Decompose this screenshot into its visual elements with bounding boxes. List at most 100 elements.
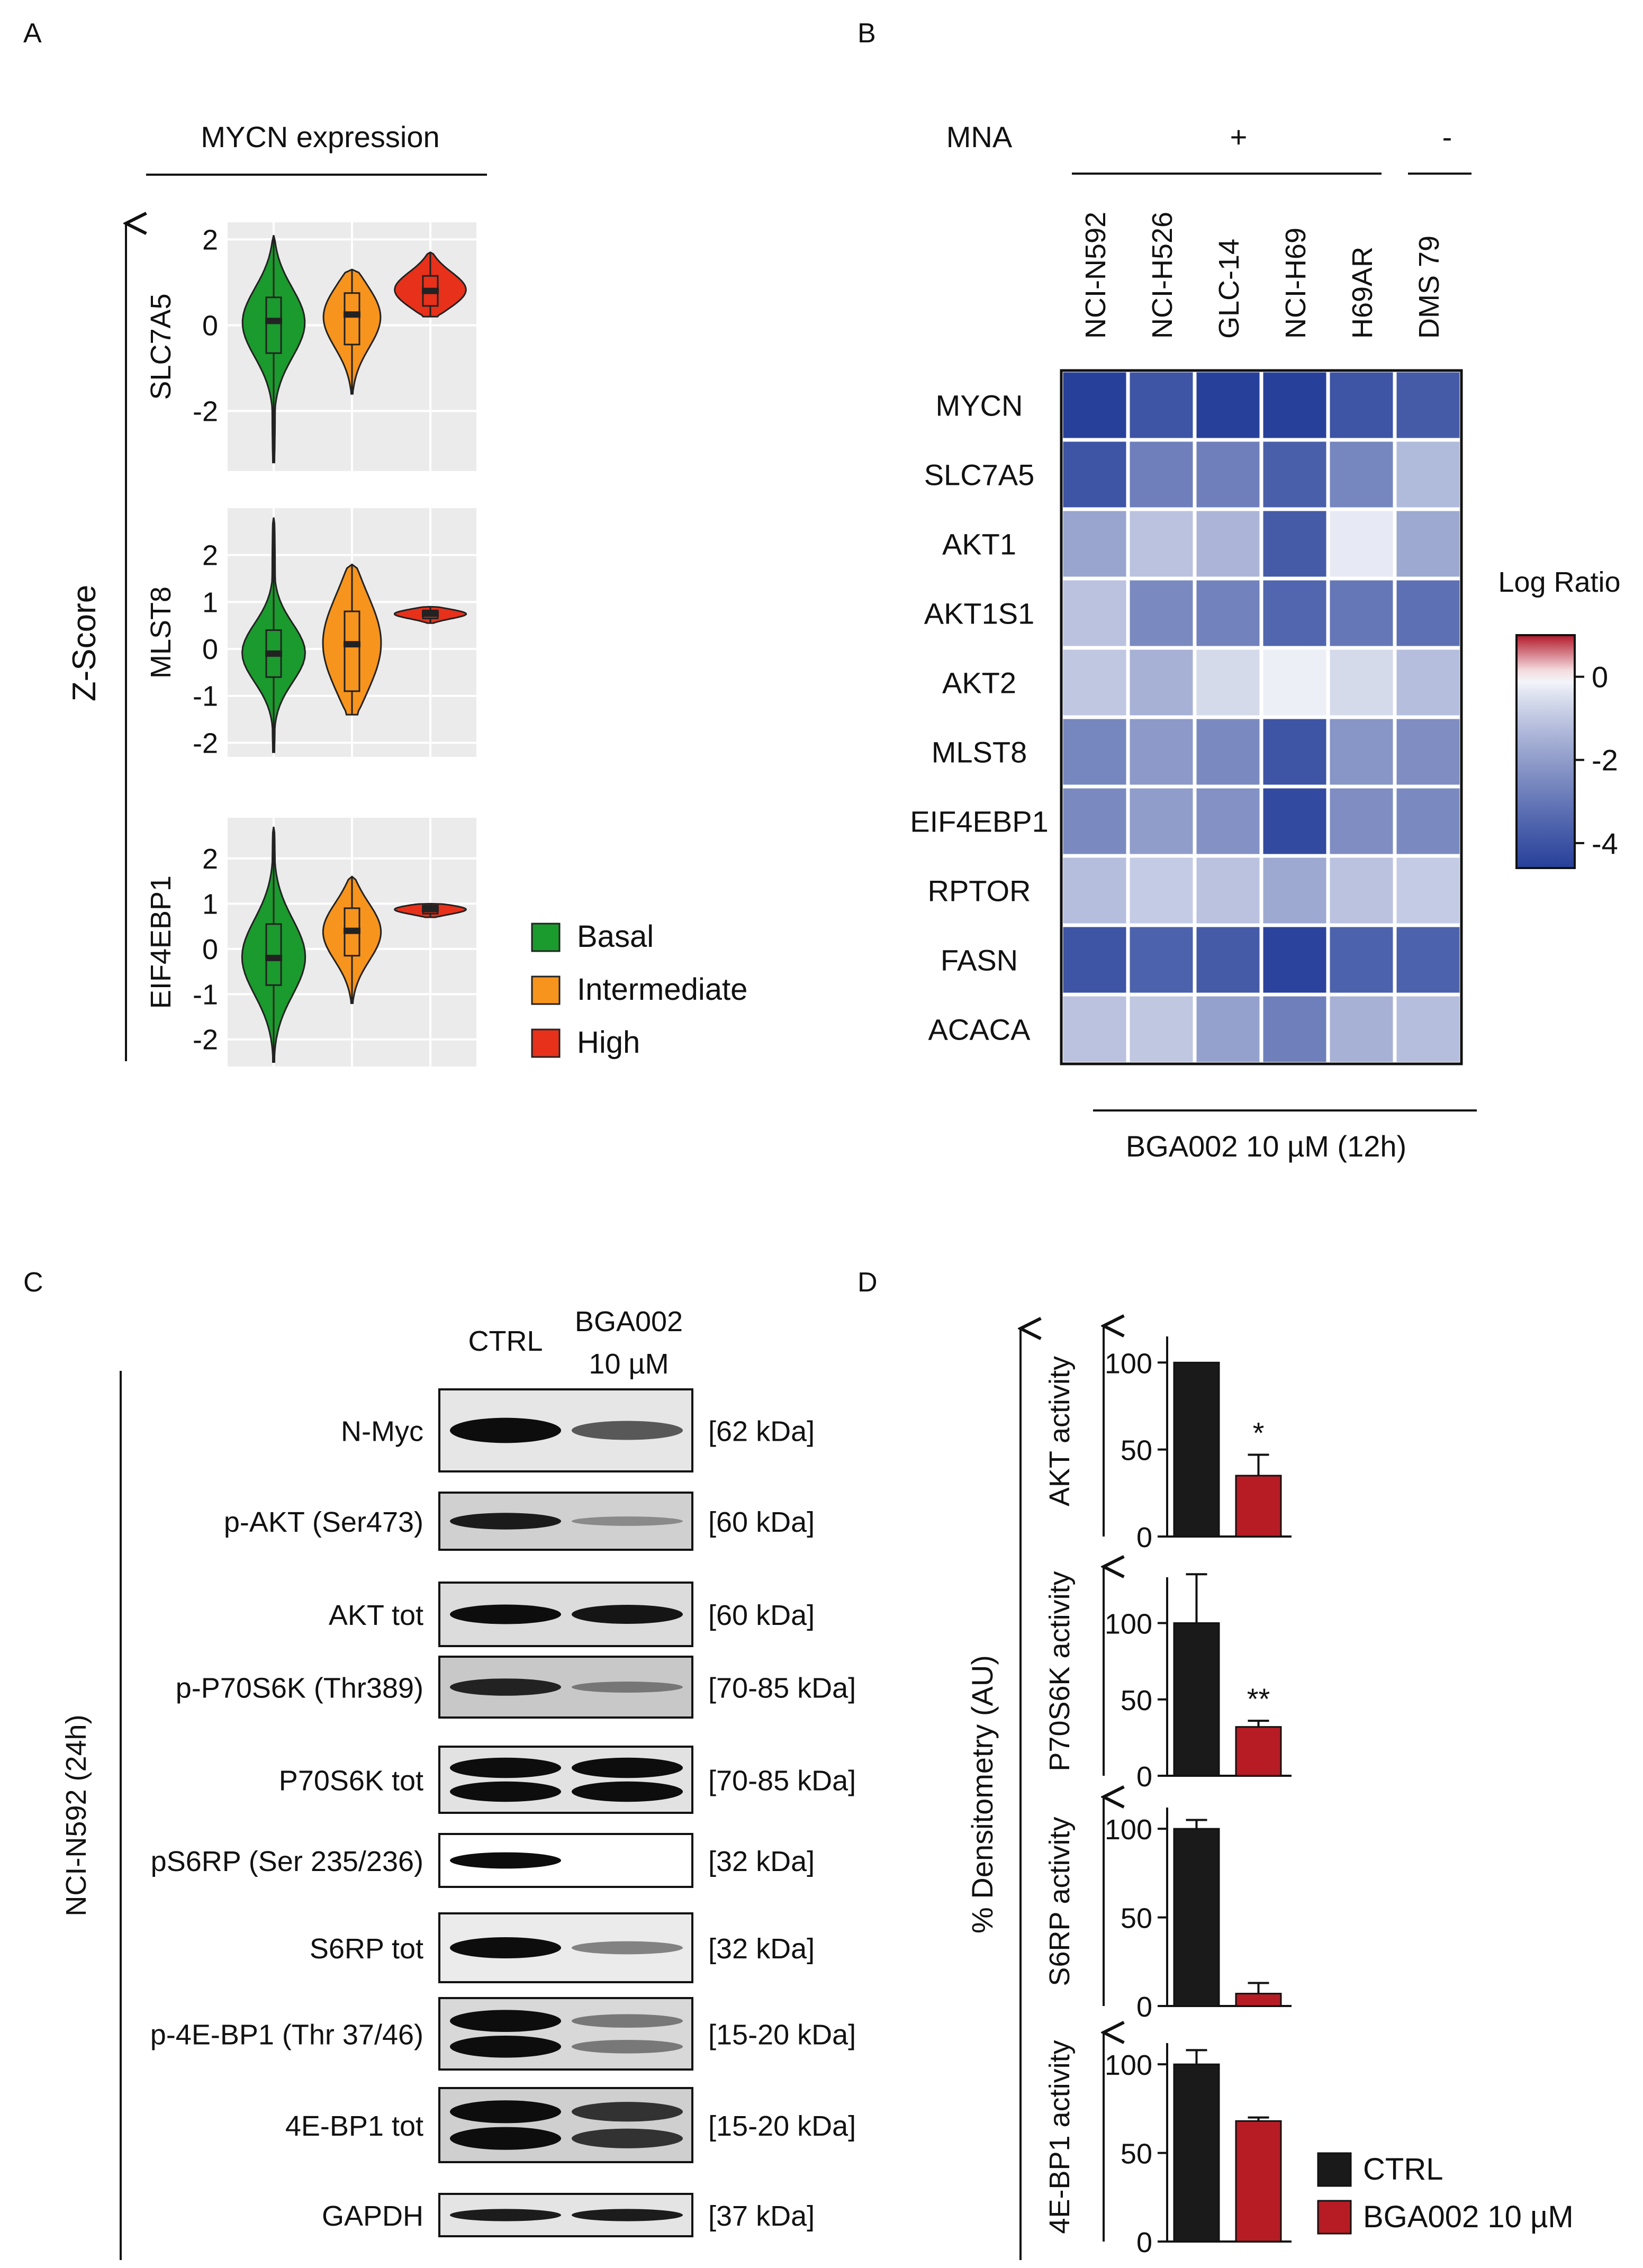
row-label-rptor: RPTOR <box>928 874 1031 908</box>
heatmap-cell-fasn-nci-h69 <box>1259 923 1330 997</box>
legend-swatch-intermediate <box>531 975 561 1005</box>
bar-bga002-10-m <box>1235 2120 1282 2243</box>
treated-band <box>572 1941 683 1955</box>
box-basal <box>265 923 282 986</box>
heatmap-cell-eif4ebp1-glc-14 <box>1193 784 1263 858</box>
western-blots: N-Myc [62 kDa]p-AKT (Ser473) [60 kDa]AKT t… <box>150 1388 856 2237</box>
blot-size-gapdh: [37 kDa] <box>708 2200 815 2232</box>
panel-d-letter: D <box>857 1267 878 1298</box>
legend-swatch-bga002-10-m <box>1317 2200 1352 2235</box>
row-label-mycn: MYCN <box>936 389 1023 422</box>
mna-minus-label: - <box>1442 120 1452 153</box>
blot-size-p-4e-bp1-thr-37-46: [15-20 kDa] <box>708 2019 856 2051</box>
heatmap-cell-rptor-nci-n592 <box>1059 854 1130 927</box>
median-basal <box>265 650 282 657</box>
densitometry-axis-title: % Densitometry (AU) <box>965 1655 999 1933</box>
bar-chart-4e-bp1-activity: 4E-BP1 activity 0 50 100 <box>1044 2032 1292 2258</box>
heatmap-cell-fasn-nci-h526 <box>1126 923 1197 997</box>
ctrl-band <box>450 1757 561 1778</box>
heatmap-cell-mlst8-nci-h69 <box>1259 715 1330 789</box>
bar-ctrl <box>1173 1361 1220 1538</box>
heatmap-cell-akt1-glc-14 <box>1193 507 1263 581</box>
y-tick-label: 0 <box>1136 2227 1152 2258</box>
y-tick-label: -1 <box>193 681 218 712</box>
median-high <box>422 610 439 617</box>
y-tick-label: -2 <box>193 1024 218 1056</box>
bar-bga002-10-m <box>1235 1726 1282 1777</box>
treated-band <box>572 1682 683 1693</box>
z-score-axis-title: Z-Score <box>66 585 103 701</box>
bar-bga002-10-m <box>1235 1475 1282 1538</box>
treated-band <box>572 1605 683 1624</box>
heatmap-cell-rptor-nci-h526 <box>1126 854 1197 927</box>
row-label-fasn: FASN <box>941 944 1018 977</box>
heatmap-cell-mycn-dms-79 <box>1393 368 1464 442</box>
column-label-h69ar: H69AR <box>1347 247 1378 339</box>
mna-plus-label: + <box>1230 120 1248 153</box>
panel-c-letter: C <box>23 1267 43 1298</box>
heatmap-cell-fasn-h69ar <box>1326 923 1397 997</box>
y-tick-label: 100 <box>1105 2049 1152 2081</box>
activity-bar-charts: AKT activity 0 50 100 * P70S6K activity 0 50 100… <box>1044 1326 1292 2258</box>
blot-label-n-myc: N-Myc <box>341 1416 423 1448</box>
heatmap-cell-eif4ebp1-nci-h69 <box>1259 784 1330 858</box>
heatmap-cell-rptor-dms-79 <box>1393 854 1464 927</box>
chart-y-label: S6RP activity <box>1044 1817 1076 1986</box>
blot-size-akt-tot: [60 kDa] <box>708 1600 815 1631</box>
heatmap-cell-akt1-dms-79 <box>1393 507 1464 581</box>
legend-swatch-basal <box>531 923 561 952</box>
colorbar-tick-label: -2 <box>1592 744 1618 777</box>
treatment-column-label-line2: 10 µM <box>589 1348 669 1380</box>
heatmap-cell-mycn-nci-h69 <box>1259 368 1330 442</box>
panel-b: B MNA + - MYCN SLC7A5 AKT1 AKT1S1 AKT2 MLST8 E… <box>857 18 1621 1163</box>
y-tick-label: 0 <box>1136 1522 1152 1553</box>
treated-band <box>572 1757 683 1778</box>
blot-ps6rp-ser-235-236: pS6RP (Ser 235/236) [32 kDa] <box>151 1833 815 1888</box>
y-tick-label: 100 <box>1105 1814 1152 1846</box>
treated-band <box>572 2014 683 2028</box>
violin-plots: 2 0 -2 SLC7A5 2 1 0 -1 -2 MLST8 2 1 0 -1 -2 EIF4EBP1 <box>145 222 476 1067</box>
blot-size-ps6rp-ser-235-236: [32 kDa] <box>708 1846 815 1877</box>
ctrl-column-label: CTRL <box>468 1325 543 1357</box>
panel-c: C CTRL BGA002 10 µM NCI-N592 (24h) N-Myc… <box>23 1267 856 2260</box>
cell-line-label: NCI-N592 (24h) <box>60 1714 92 1916</box>
bar-chart-akt-activity: AKT activity 0 50 100 * <box>1044 1326 1292 1553</box>
heatmap-cell-rptor-nci-h69 <box>1259 854 1330 927</box>
blot-label-gapdh: GAPDH <box>322 2200 423 2232</box>
blot-n-myc: N-Myc [62 kDa] <box>341 1388 815 1472</box>
blot-p-p70s6k-thr389: p-P70S6K (Thr389) [70-85 kDa] <box>176 1656 856 1719</box>
blot-gapdh: GAPDH [37 kDa] <box>322 2193 815 2237</box>
ctrl-band <box>450 1417 561 1443</box>
heatmap-cell-acaca-nci-h526 <box>1126 992 1197 1066</box>
y-tick-label: 0 <box>1136 1761 1152 1793</box>
heatmap-cell-acaca-nci-h69 <box>1259 992 1330 1066</box>
blot-s6rp-tot: S6RP tot [32 kDa] <box>310 1912 815 1983</box>
bar-chart-p70s6k-activity: P70S6K activity 0 50 100 ** <box>1044 1567 1292 1793</box>
y-tick-label: 50 <box>1121 1435 1152 1467</box>
panel-d: D % Densitometry (AU) AKT activity 0 50 100… <box>857 1267 1574 2260</box>
y-tick-label: -2 <box>193 727 218 759</box>
y-tick-label: 100 <box>1105 1609 1152 1640</box>
heatmap-cell-akt2-nci-h526 <box>1126 646 1197 719</box>
column-label-nci-h69: NCI-H69 <box>1280 228 1312 339</box>
ctrl-band <box>450 1781 561 1802</box>
chart-y-label: AKT activity <box>1044 1356 1076 1506</box>
heatmap-cell-slc7a5-nci-h69 <box>1259 438 1330 511</box>
heatmap-cell-slc7a5-dms-79 <box>1393 438 1464 511</box>
median-high <box>422 287 439 294</box>
heatmap-cell-akt1s1-nci-n592 <box>1059 576 1130 650</box>
heatmap-cell-akt2-glc-14 <box>1193 646 1263 719</box>
y-tick-label: 2 <box>202 224 218 256</box>
significance-marker: * <box>1253 1416 1265 1450</box>
blot-size-p-p70s6k-thr389: [70-85 kDa] <box>708 1673 856 1704</box>
y-tick-label: 100 <box>1105 1348 1152 1379</box>
heatmap-cell-akt1s1-h69ar <box>1326 576 1397 650</box>
treated-band <box>572 1781 683 1802</box>
treatment-label: BGA002 10 µM (12h) <box>1126 1130 1406 1163</box>
log-ratio-legend-title: Log Ratio <box>1498 566 1620 598</box>
y-tick-label: 1 <box>202 888 218 920</box>
blot-label-p-4e-bp1-thr-37-46: p-4E-BP1 (Thr 37/46) <box>150 2019 423 2051</box>
heatmap-cell-fasn-glc-14 <box>1193 923 1263 997</box>
gene-label-mlst8: MLST8 <box>145 586 177 679</box>
blot-size-p70s6k-tot: [70-85 kDa] <box>708 1765 856 1797</box>
